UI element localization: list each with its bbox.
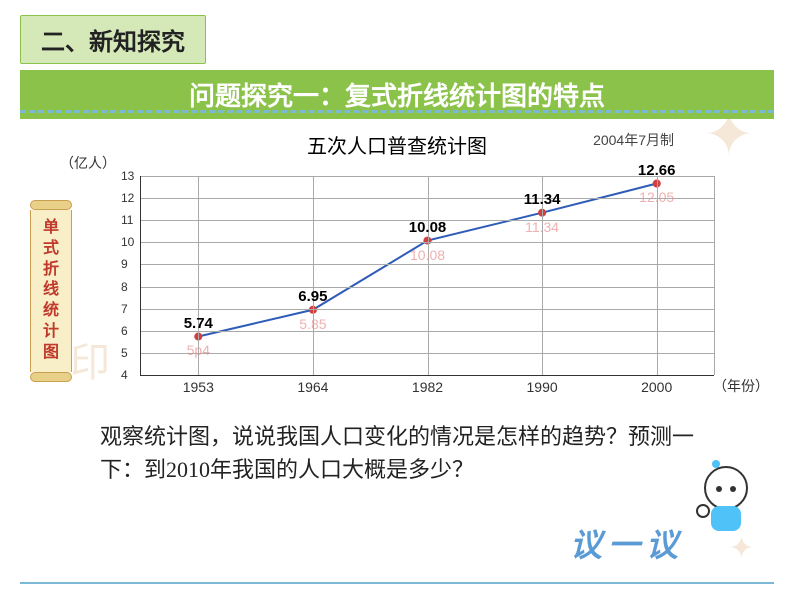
question-text: 观察统计图，说说我国人口变化的情况是怎样的趋势？预测一下：到2010年我国的人口… [100,420,694,486]
divider-dashed [20,110,774,113]
divider-bottom [20,582,774,584]
y-axis-unit: （亿人） [60,153,116,173]
chart-meta: 2004年7月制 [593,130,674,150]
character-icon [694,466,759,541]
scroll-label: 单式折线统计图 [30,200,72,382]
x-axis-unit: （年份） [713,376,769,396]
chart-container: 五次人口普查统计图 2004年7月制 （亿人） （年份） 45678910111… [20,130,774,401]
discuss-label: 议一议 [570,520,684,566]
plot-area: 45678910111213195319641982199020005.746.… [140,176,714,376]
section-header: 二、新知探究 [20,15,206,64]
